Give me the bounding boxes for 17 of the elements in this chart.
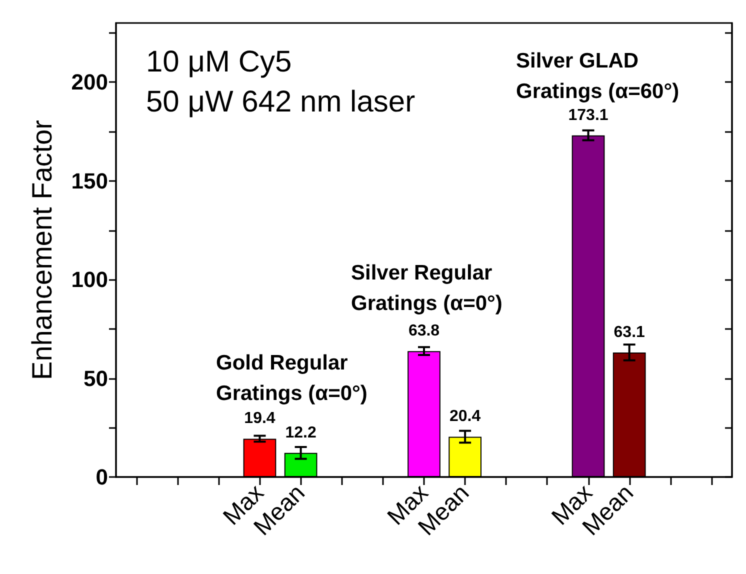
annotation: Silver Regular Gratings (α=0°) (351, 262, 502, 316)
y-tick-label: 150 (71, 168, 108, 194)
y-axis-title: Enhancement Factor (26, 120, 58, 380)
data-label: 19.4 (244, 410, 276, 428)
annotation: 50 μW 642 nm laser (146, 86, 416, 118)
annotation: Silver GLAD Gratings (α=60°) (516, 50, 680, 104)
y-tick-label: 200 (71, 70, 108, 95)
data-label: 173.1 (568, 106, 608, 124)
data-label: 12.2 (285, 424, 316, 442)
y-tick-label: 100 (71, 267, 108, 292)
annotation: 10 μM Cy5 (146, 46, 292, 78)
y-tick-label: 0 (96, 464, 108, 490)
data-label: 63.1 (614, 324, 646, 341)
y-tick-label: 50 (84, 366, 108, 391)
data-label: 63.8 (408, 322, 440, 340)
data-label: 20.4 (449, 408, 481, 426)
annotation: Gold Regular Gratings (α=0°) (216, 352, 368, 406)
